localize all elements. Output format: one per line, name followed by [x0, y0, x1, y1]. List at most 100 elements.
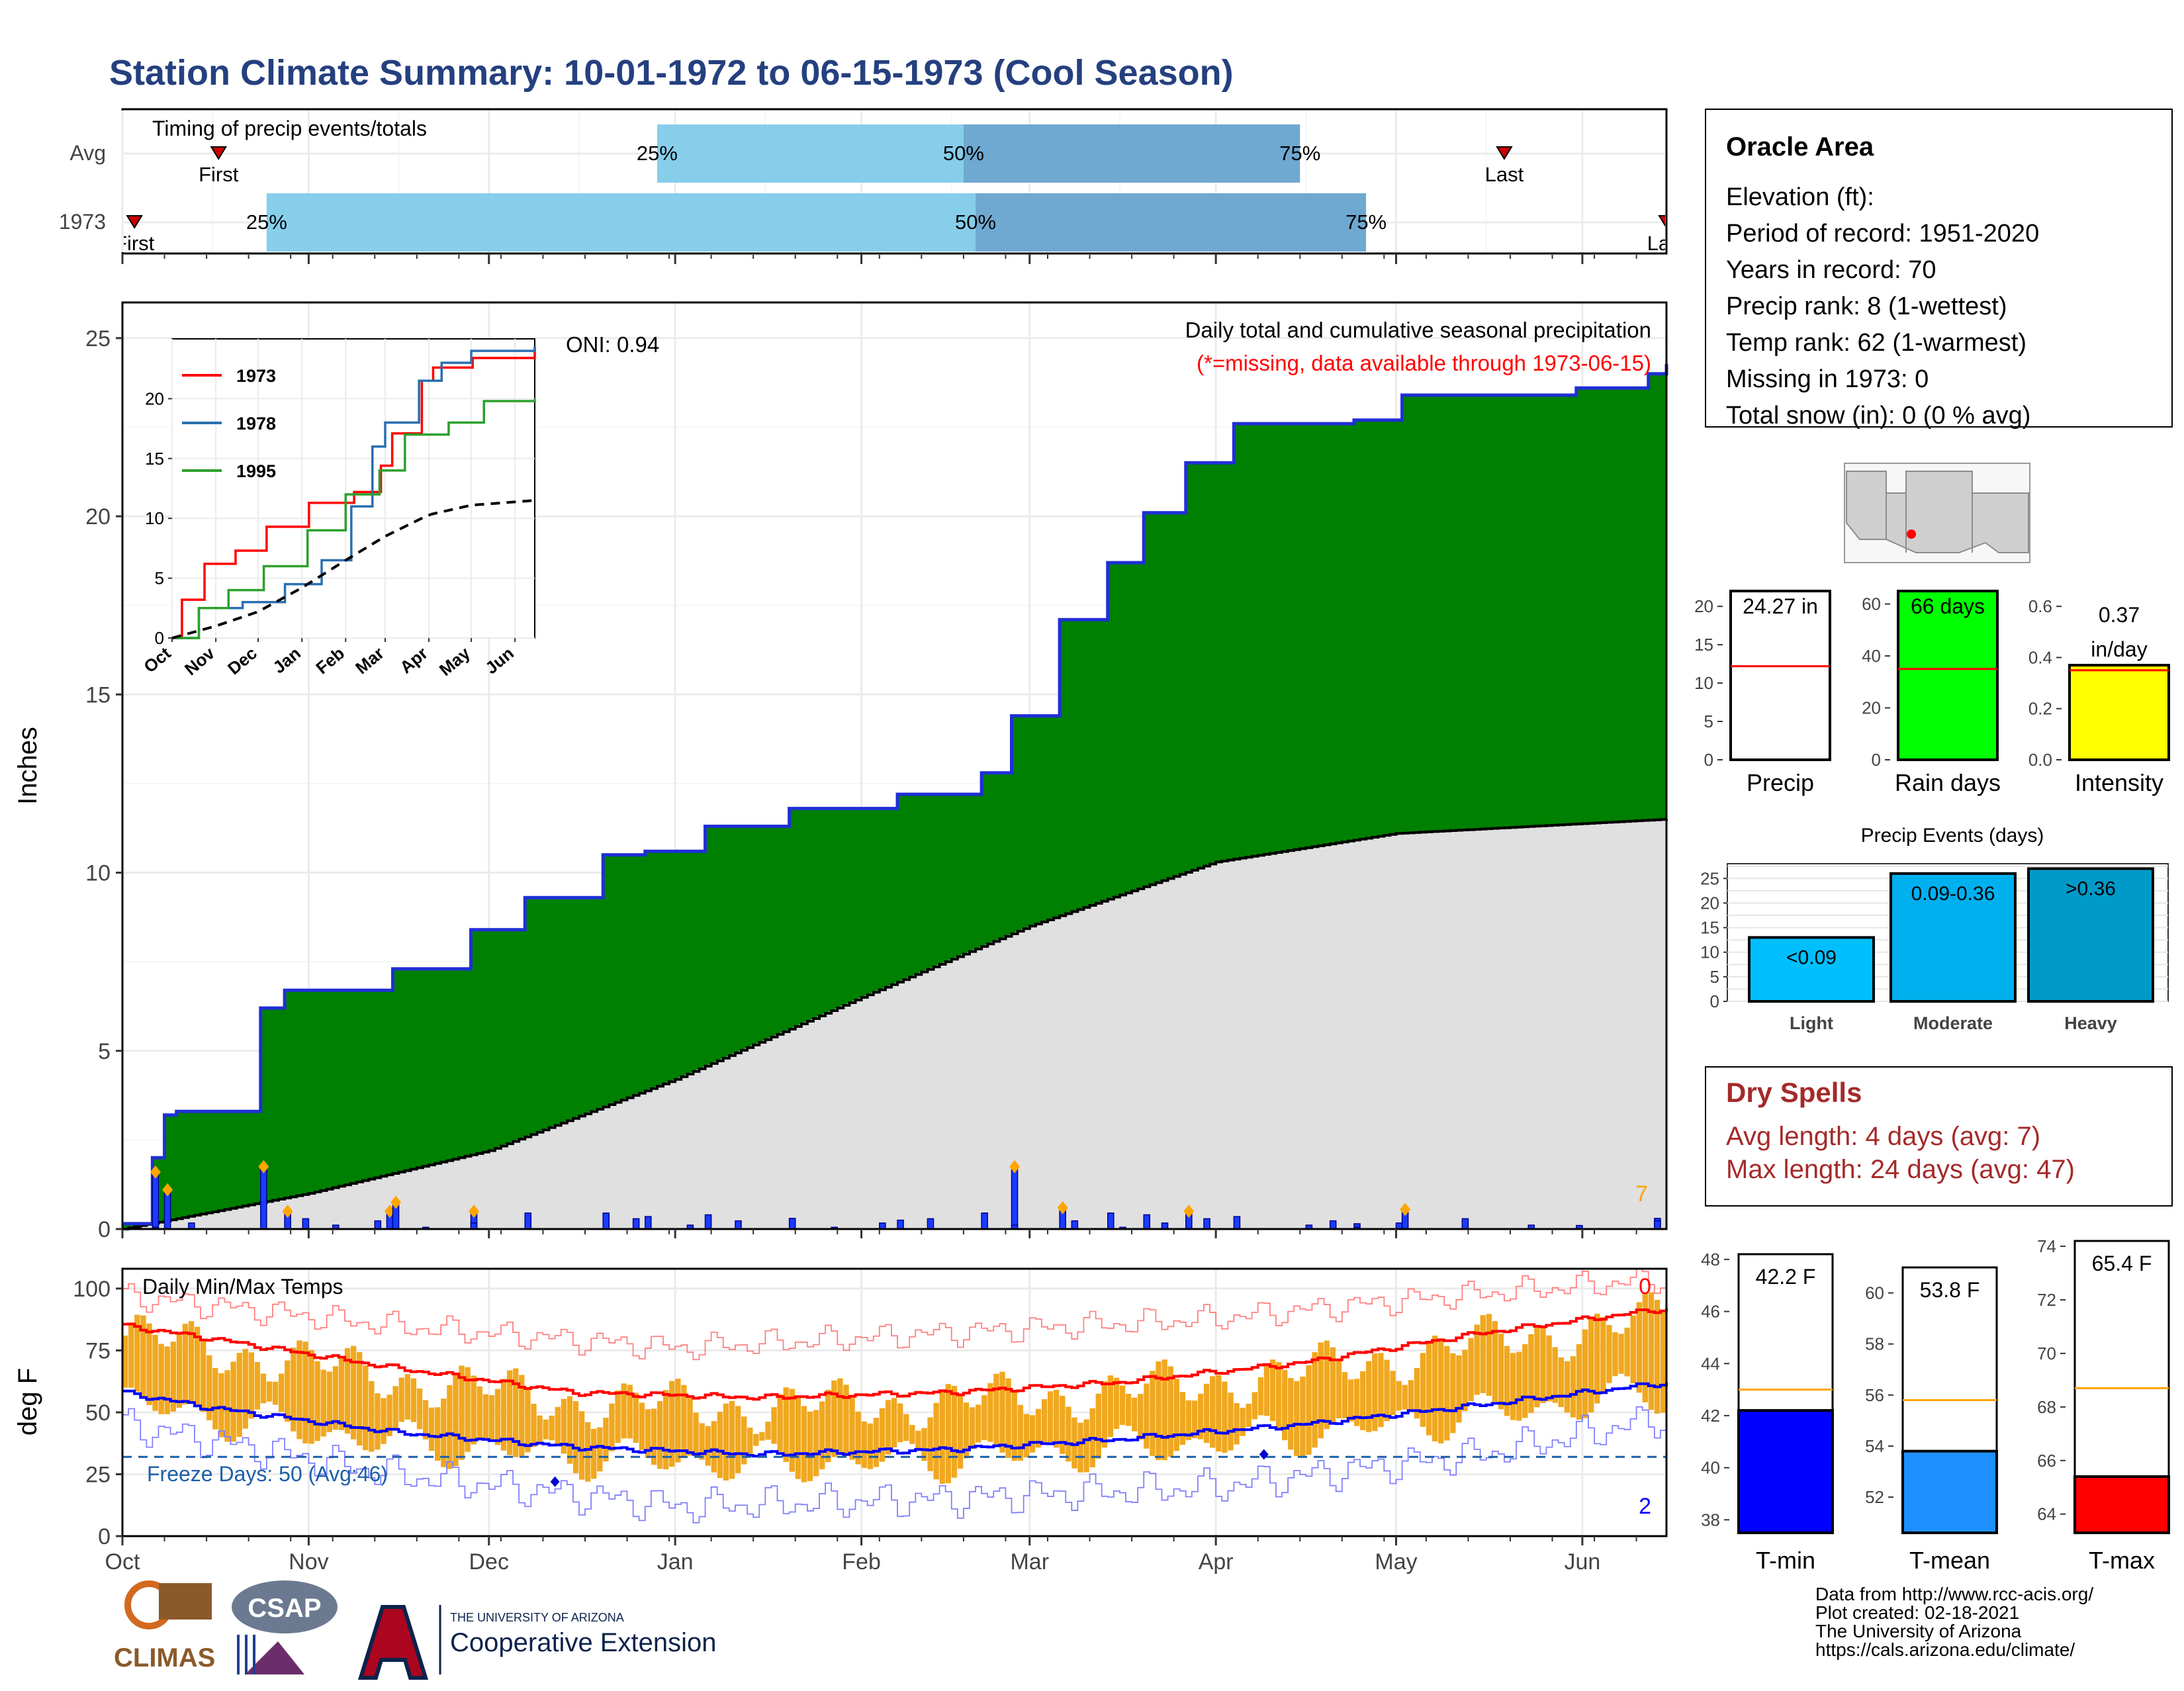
- summary-ytick-label: 20: [1862, 698, 1881, 718]
- temp-corner-top: 0: [1639, 1274, 1651, 1299]
- daily-temp-bar: [843, 1385, 849, 1457]
- first-event-label: First: [114, 232, 155, 255]
- daily-temp-bar: [957, 1393, 964, 1469]
- daily-temp-bar: [488, 1395, 495, 1441]
- daily-temp-bar: [146, 1323, 152, 1405]
- daily-temp-bar: [747, 1428, 753, 1455]
- events-ytick-label: 15: [1700, 918, 1719, 938]
- daily-temp-bar: [1204, 1383, 1210, 1443]
- event-bar-light: [1748, 936, 1875, 1003]
- temp-summary-bar-tmax: [2073, 1475, 2170, 1534]
- temp-ytick-label: 0: [98, 1524, 111, 1549]
- daily-temp-bar: [1630, 1315, 1636, 1384]
- record-high-line: [122, 1268, 1667, 1361]
- daily-temp-bar: [1618, 1334, 1624, 1374]
- daily-precip-marker: [469, 1205, 480, 1218]
- daily-temp-bar: [1504, 1346, 1510, 1416]
- temp-summary-ytick-label: 70: [2037, 1344, 2056, 1363]
- daily-temp-bar: [789, 1389, 795, 1472]
- daily-temp-bar: [567, 1396, 573, 1464]
- page-title: Station Climate Summary: 10-01-1972 to 0…: [109, 53, 1234, 93]
- daily-precip-bar: [735, 1220, 742, 1230]
- csap-logo[interactable]: CSAP: [232, 1580, 338, 1674]
- daily-temp-bar: [482, 1394, 489, 1438]
- daily-temp-bar: [879, 1408, 886, 1462]
- precip-subtitle: Daily total and cumulative seasonal prec…: [1185, 318, 1651, 342]
- last-event-marker: [1658, 215, 1665, 227]
- daily-temp-bar: [807, 1411, 813, 1481]
- daily-precip-bar: [1203, 1218, 1210, 1230]
- station-lines: Elevation (ft): Period of record: 1951-20…: [1726, 183, 2039, 430]
- daily-precip-marker: [1400, 1203, 1411, 1216]
- daily-precip-bar: [704, 1214, 712, 1230]
- daily-temp-bar: [1594, 1313, 1600, 1404]
- inset-legend-label: 1995: [236, 461, 276, 481]
- temp-summary-value: 42.2 F: [1756, 1265, 1816, 1289]
- daily-temp-bar: [254, 1361, 261, 1410]
- daily-temp-bar: [1275, 1362, 1282, 1430]
- daily-temp-bar: [861, 1421, 867, 1469]
- daily-temp-bar: [1095, 1393, 1101, 1459]
- timing-panel: 25% 50% 75% First Last 25% 50% 75% First Last Tim…: [59, 108, 1686, 255]
- dry-max-length: Max length: 24 days (avg: 47): [1726, 1155, 2075, 1184]
- daily-temp-bar: [993, 1373, 999, 1447]
- daily-temp-bar: [651, 1408, 657, 1465]
- daily-temp-bar: [717, 1412, 723, 1479]
- daily-temp-bar: [1426, 1340, 1432, 1436]
- daily-temp-bar: [369, 1381, 375, 1452]
- footer-line-2: Plot created: 02-18-2021: [1815, 1602, 2019, 1623]
- temp-summary-ytick-label: 54: [1865, 1436, 1884, 1456]
- daily-temp-bar: [693, 1412, 699, 1456]
- climas-logo[interactable]: CLIMAS: [114, 1580, 215, 1672]
- inset-line-1995: [172, 398, 536, 639]
- daily-temp-bar: [1150, 1371, 1156, 1456]
- daily-temp-bar: [555, 1406, 561, 1445]
- daily-temp-bar: [867, 1423, 874, 1469]
- daily-temp-bar: [1005, 1378, 1011, 1458]
- daily-temp-bar: [1251, 1392, 1257, 1420]
- daily-temp-bar: [1179, 1392, 1186, 1445]
- precip-events-chart: Precip Events (days) <0.09 Light 0.09-0.36…: [1700, 825, 2169, 1033]
- precip-ytick-label: 0: [98, 1217, 111, 1242]
- daily-temp-bar: [915, 1430, 921, 1451]
- daily-temp-bar: [1450, 1353, 1456, 1434]
- daily-temp-bar: [1534, 1327, 1540, 1408]
- temp-summary-ytick-label: 66: [2037, 1451, 2056, 1471]
- summary-ytick-label: 5: [1704, 711, 1713, 731]
- daily-temp-bar: [1216, 1375, 1222, 1452]
- daily-temp-bar: [248, 1352, 254, 1419]
- daily-temp-bar: [1197, 1393, 1204, 1440]
- daily-temp-bar: [771, 1407, 777, 1444]
- daily-temp-bar: [266, 1381, 273, 1402]
- temp-summary-ytick-label: 44: [1701, 1353, 1720, 1373]
- inset-ytick-label: 15: [145, 449, 164, 469]
- daily-temp-bar: [1041, 1399, 1048, 1445]
- daily-temp-bar: [987, 1383, 993, 1442]
- precip-panel: 0 5 10 15 20 25 Inches Daily total and cumula…: [13, 253, 1668, 1274]
- daily-temp-bar: [447, 1385, 453, 1469]
- temp-summary-ytick-label: 58: [1865, 1334, 1884, 1354]
- precip-axes: 0 5 10 15 20 25: [85, 253, 1637, 1274]
- summary-bar-name: Intensity: [2075, 769, 2163, 796]
- temp-xtick-label: Jan: [657, 1549, 694, 1575]
- university-of-arizona-logo[interactable]: THE UNIVERSITY OF ARIZONA Cooperative Ex…: [357, 1605, 716, 1680]
- daily-temp-bar: [795, 1396, 801, 1479]
- daily-temp-bar: [813, 1410, 819, 1477]
- daily-temp-bar: [1486, 1314, 1492, 1396]
- climas-wordmark: CLIMAS: [114, 1643, 215, 1672]
- precip-areas: [122, 364, 1668, 1230]
- daily-temp-bar: [909, 1425, 915, 1444]
- daily-precip-marker: [258, 1160, 269, 1173]
- station-info-line: Total snow (in): 0 (0 % avg): [1726, 402, 2030, 430]
- daily-temp-bar: [591, 1428, 597, 1479]
- daily-precip-marker: [162, 1183, 173, 1197]
- summary-ytick-label: 0.4: [2028, 647, 2052, 667]
- last-event-marker: [1496, 146, 1513, 160]
- summary-value-label: 24.27 in: [1743, 594, 1818, 618]
- daily-temp-bar: [1071, 1417, 1077, 1469]
- record-low-line: [122, 1406, 1667, 1524]
- timing-bars: 25% 50% 75% First Last 25% 50% 75% First Last: [114, 124, 1686, 255]
- daily-temp-bar: [1161, 1359, 1167, 1461]
- last-event-label: Last: [1647, 232, 1686, 255]
- daily-temp-bar: [1047, 1391, 1054, 1445]
